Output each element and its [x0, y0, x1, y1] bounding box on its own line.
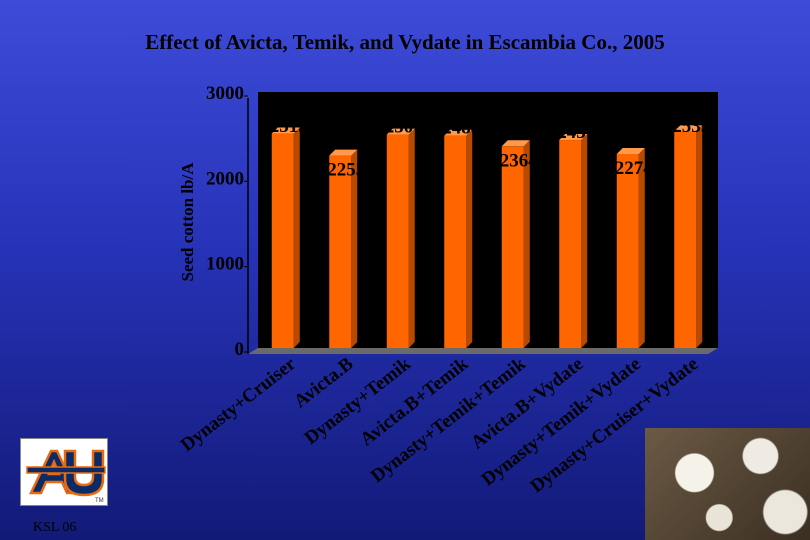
y-tick-label: 2000: [206, 168, 244, 189]
y-tick-label: 1000: [206, 254, 244, 275]
data-label: 2501: [385, 117, 423, 138]
bar-side: [581, 134, 588, 348]
bar: [501, 146, 524, 348]
data-label: 2488: [442, 118, 480, 139]
chart-title: Effect of Avicta, Temik, and Vydate in E…: [145, 30, 665, 54]
bar: [444, 135, 467, 348]
bar: [559, 140, 582, 348]
bar-side: [351, 149, 358, 348]
bar-top: [501, 140, 530, 147]
bar: [329, 155, 352, 348]
bar-side: [408, 128, 415, 348]
bar-top: [329, 149, 358, 156]
data-label: 2255: [327, 160, 365, 181]
svg-text:TM: TM: [95, 498, 104, 504]
auburn-logo-mark: TM: [26, 449, 106, 504]
auburn-logo: TM: [20, 438, 108, 506]
bar: [674, 131, 697, 348]
footer-code: KSL 06: [33, 520, 77, 535]
plot-floor: [248, 348, 718, 354]
y-tick-label: 3000: [206, 83, 244, 104]
bar-top: [559, 134, 588, 141]
data-label: 2437: [557, 122, 596, 143]
bar: [616, 153, 639, 348]
bar-side: [293, 127, 300, 348]
cotton-photo: [645, 428, 810, 540]
bar: [386, 134, 409, 348]
bar-side: [523, 140, 530, 348]
lsd-annotation: LSD 343: [661, 97, 716, 113]
data-label: 2274: [615, 158, 654, 179]
plot-area: [258, 92, 718, 348]
bar-top: [444, 129, 473, 136]
data-label: 2539: [672, 116, 710, 137]
x-tick-label: Dynasty+Cruiser: [177, 353, 300, 456]
bar-side: [466, 129, 473, 348]
y-tick-label: 0: [235, 339, 245, 360]
bar-top: [386, 128, 415, 135]
bar: [271, 133, 294, 348]
bar-side: [638, 147, 645, 348]
data-label: 2364: [500, 150, 539, 171]
bar-top: [616, 147, 645, 154]
bar-side: [696, 125, 703, 348]
bar-top: [271, 127, 300, 134]
bar-top: [674, 125, 703, 132]
data-label: 2513: [270, 116, 308, 137]
